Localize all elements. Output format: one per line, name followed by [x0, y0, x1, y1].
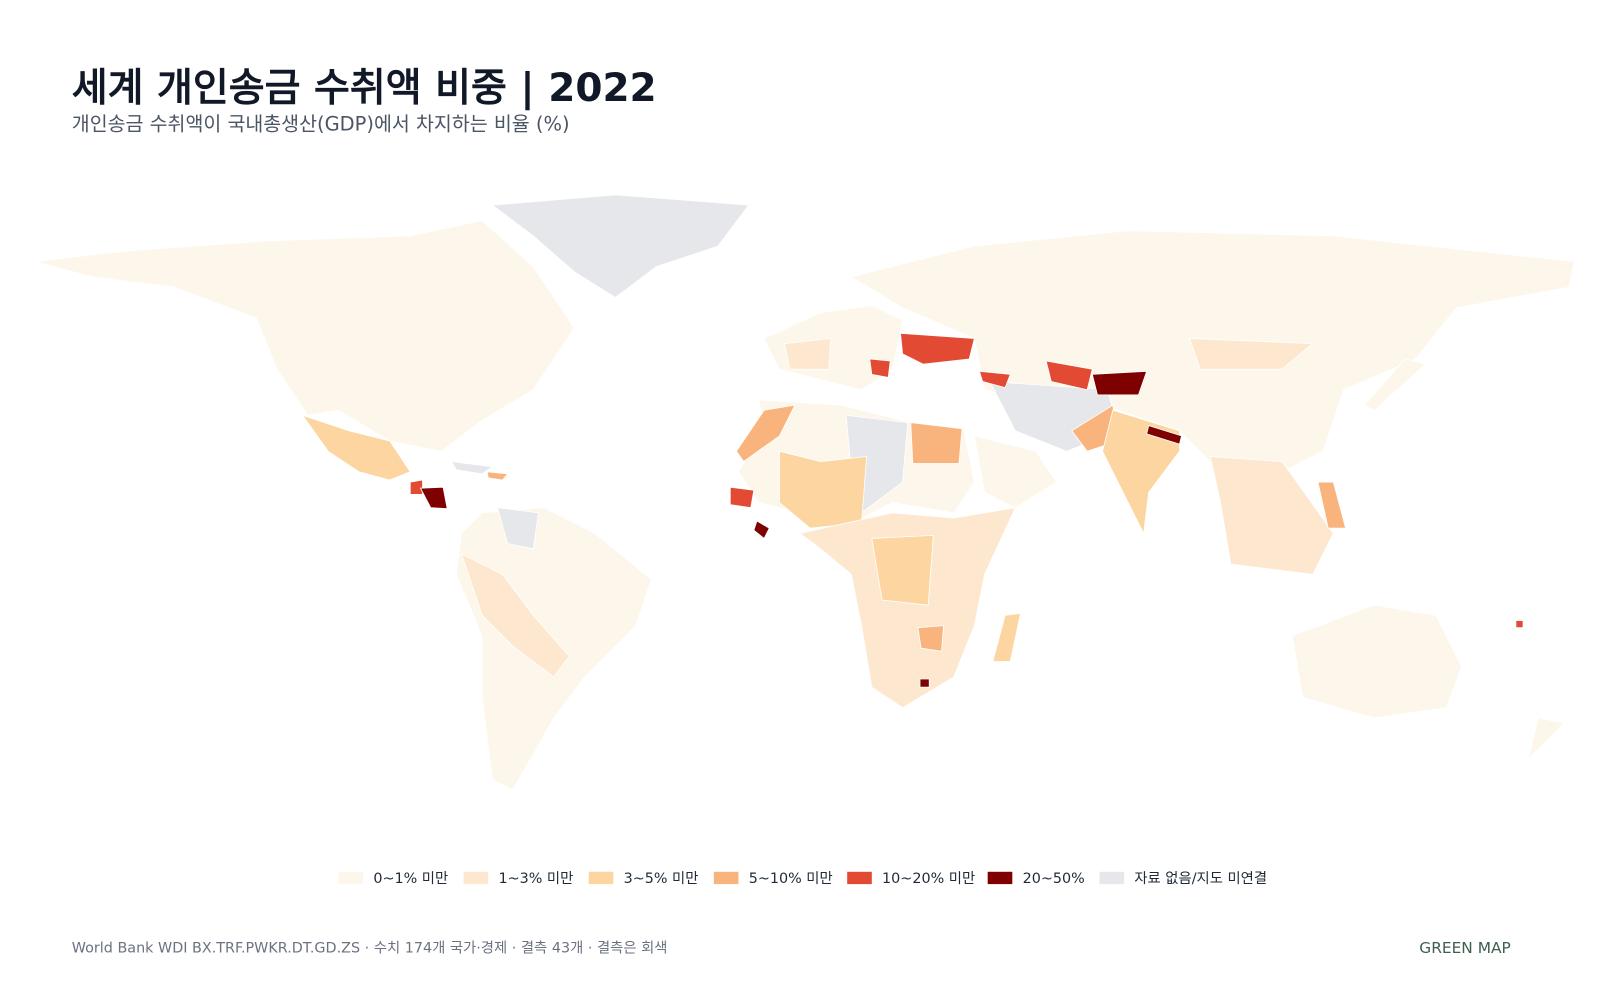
- west-africa: [779, 450, 868, 529]
- philippines: [1317, 481, 1347, 529]
- zimbabwe: [917, 625, 945, 652]
- caucasus: [978, 370, 1011, 389]
- legend-label: 5~10% 미만: [749, 870, 833, 887]
- brand: GREEN MAP: [1419, 939, 1510, 957]
- nepal: [1146, 425, 1183, 445]
- legend-label: 자료 없음/지도 미연결: [1134, 870, 1267, 887]
- andes: [460, 553, 570, 678]
- north-america: [35, 220, 575, 452]
- legend-swatch: [1099, 871, 1125, 885]
- central-south-africa: [799, 507, 1017, 709]
- greenland: [491, 194, 750, 298]
- mongolia: [1189, 338, 1314, 370]
- europe: [763, 305, 904, 391]
- guatemala: [409, 479, 423, 495]
- source-note: World Bank WDI BX.TRF.PWKR.DT.GD.ZS · 수치…: [72, 940, 668, 957]
- liberia: [753, 520, 770, 540]
- ukraine: [900, 332, 975, 365]
- legend-label: 3~5% 미만: [624, 870, 699, 887]
- legend-swatch: [847, 871, 872, 885]
- legend-label: 0~1% 미만: [373, 870, 448, 887]
- legend-swatch: [588, 871, 614, 885]
- india: [1102, 409, 1180, 535]
- arabia: [973, 435, 1057, 509]
- venezuela: [496, 507, 539, 550]
- pacific-islands: [1515, 620, 1524, 629]
- legend-swatch: [463, 871, 489, 885]
- morocco: [735, 404, 796, 463]
- title: 세계 개인송금 수취액 비중 | 2022: [72, 66, 657, 111]
- uzbekistan: [1045, 360, 1093, 391]
- egypt: [910, 422, 963, 464]
- legend-label: 10~20% 미만: [882, 870, 975, 887]
- southeast-asia: [1209, 455, 1334, 575]
- mexico: [301, 414, 411, 481]
- legend-swatch: [987, 871, 1013, 885]
- australia: [1291, 604, 1462, 719]
- balkans: [869, 358, 891, 378]
- world-map: [35, 194, 1575, 791]
- legend-label: 20~50%: [1023, 871, 1085, 887]
- caribbean: [450, 461, 494, 475]
- legend-swatch: [713, 871, 739, 885]
- caribbean-islands: [486, 471, 509, 481]
- legend-swatch: [338, 871, 364, 885]
- legend: 0~1% 미만 1~3% 미만 3~5% 미만 5~10% 미만 10~20% 미만 20…: [338, 870, 1267, 887]
- tajikistan-kyrgyzstan: [1091, 370, 1148, 396]
- subtitle: 개인송금 수취액이 국내총생산(GDP)에서 차지하는 비율 (%): [72, 113, 570, 136]
- legend-label: 1~3% 미만: [498, 870, 573, 887]
- iberia: [784, 337, 832, 370]
- japan: [1363, 358, 1427, 411]
- lesotho: [919, 678, 930, 688]
- new-zealand: [1527, 717, 1565, 761]
- central-america: [419, 486, 448, 510]
- senegal: [729, 486, 755, 509]
- madagascar: [992, 612, 1022, 662]
- dr-congo: [871, 534, 934, 606]
